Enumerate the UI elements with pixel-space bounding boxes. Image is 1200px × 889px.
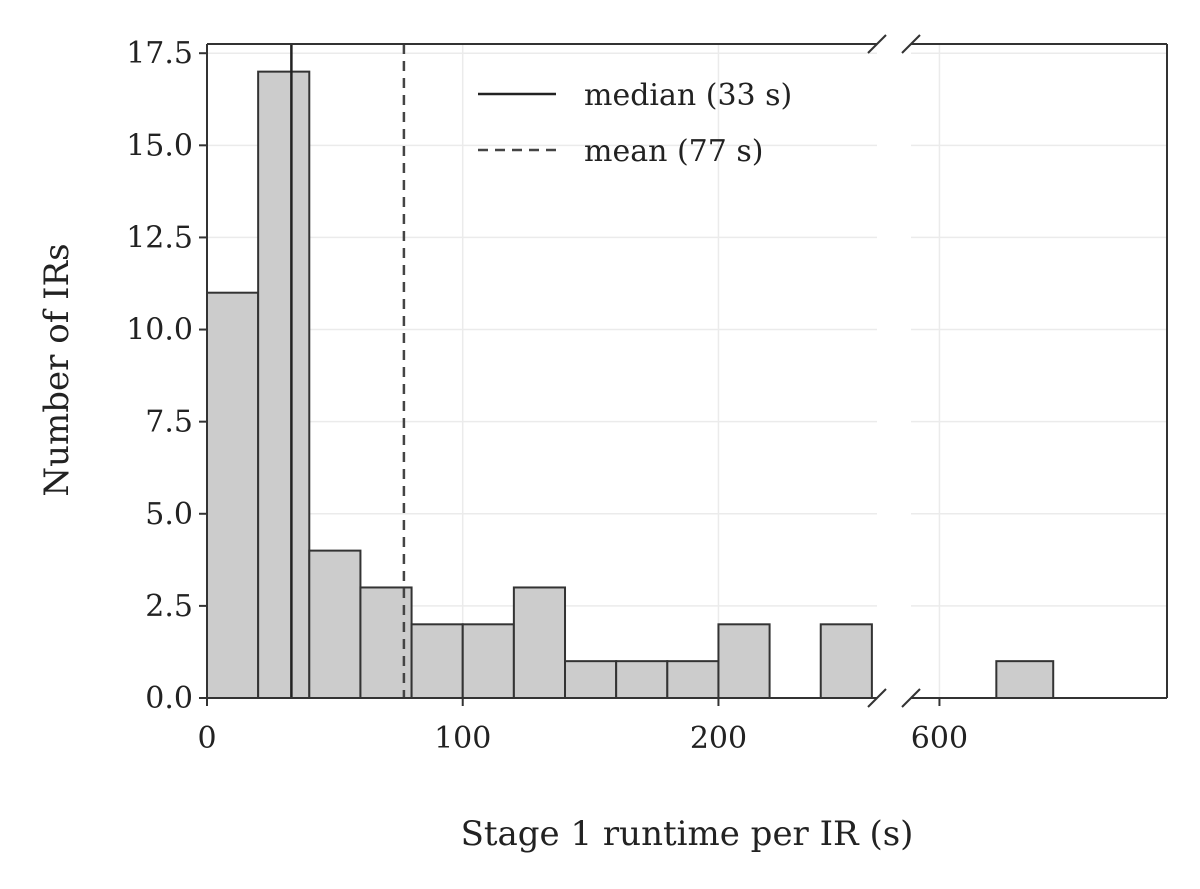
reference-lines [290,44,406,698]
x-axis-title: Stage 1 runtime per IR (s) [461,814,914,854]
axis-break-mark [867,688,887,708]
y-tick-label: 2.5 [145,589,193,624]
axis-break-mark [901,688,921,708]
histogram-bar [410,623,464,700]
histogram-bar [666,660,720,699]
histogram-bar [564,660,618,699]
histogram-bar [995,660,1055,699]
y-tick-label: 10.0 [126,313,193,348]
y-tick-label: 15.0 [126,128,193,163]
histogram-bar [615,660,669,699]
axis-ticks: 0.0 2.5 5.0 7.5 10.0 12.5 15.0 17.5 0 100 200 600 [126,36,968,756]
x-tick-label: 600 [911,721,968,756]
axes-frame [206,34,1168,708]
y-tick-label: 5.0 [145,497,193,532]
legend: median (33 s) mean (77 s) [478,78,792,169]
histogram-bar [819,623,873,700]
legend-mean-label: mean (77 s) [584,134,763,169]
x-tick-label: 100 [434,721,491,756]
histogram-bar [257,70,311,700]
histogram-bar [717,623,771,700]
x-tick-label: 0 [197,721,216,756]
y-tick-label: 17.5 [126,36,193,71]
legend-median-label: median (33 s) [584,78,792,113]
axis-break-mark [867,34,887,54]
histogram-bar [206,291,260,699]
axis-break-mark [901,34,921,54]
histogram-bar [461,623,515,700]
x-tick-label: 200 [690,721,747,756]
y-axis-title: Number of IRs [37,243,77,496]
y-tick-label: 7.5 [145,405,193,440]
histogram-bar [512,586,567,699]
y-tick-label: 0.0 [145,681,193,716]
histogram-bar [308,549,362,699]
histogram-bars [206,70,1111,700]
y-tick-label: 12.5 [126,220,193,255]
